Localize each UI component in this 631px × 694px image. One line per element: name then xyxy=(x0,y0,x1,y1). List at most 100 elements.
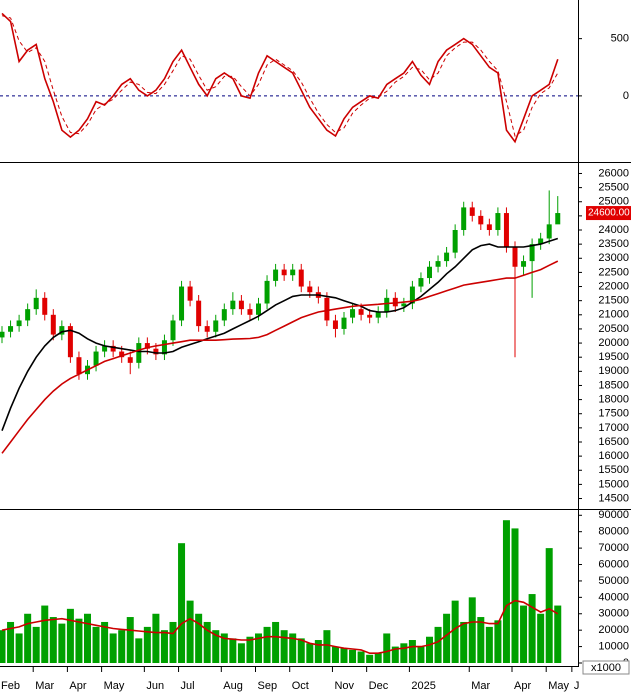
volume-bar xyxy=(49,617,57,663)
candle-body xyxy=(341,317,347,329)
candle-body xyxy=(204,326,210,332)
candle-body xyxy=(435,261,441,267)
candle-body xyxy=(238,300,244,310)
y-tick-label: 23500 xyxy=(598,238,629,250)
volume-bar xyxy=(408,640,416,663)
candle-body xyxy=(136,343,142,363)
volume-bar xyxy=(451,600,459,663)
volume-bar xyxy=(246,636,254,663)
volume-bar xyxy=(314,640,322,663)
volume-bar xyxy=(169,621,177,663)
candle-body xyxy=(110,345,116,352)
unit-label: x1000 xyxy=(591,662,621,674)
candle-body xyxy=(367,314,373,318)
volume-bar xyxy=(7,621,15,663)
candle-body xyxy=(33,297,39,310)
candle-body xyxy=(298,269,304,287)
candle-body xyxy=(392,297,398,307)
volume-bar xyxy=(340,648,348,663)
volume-bar xyxy=(143,626,151,663)
candle-body xyxy=(375,311,381,318)
volume-bar xyxy=(323,630,331,663)
volume-bar xyxy=(152,613,160,663)
candle-body xyxy=(444,252,450,262)
candle-body xyxy=(478,215,484,225)
x-tick-label: Aug xyxy=(223,680,243,692)
candle-body xyxy=(350,309,356,318)
y-tick-label: 20000 xyxy=(598,337,629,349)
candle-body xyxy=(187,286,193,301)
last-price-label: 24600.00 xyxy=(588,208,630,219)
y-tick-label: 50000 xyxy=(598,575,629,587)
volume-bar xyxy=(126,617,134,663)
y-tick-label: 25500 xyxy=(598,182,629,194)
volume-bar xyxy=(84,613,91,663)
candle-body xyxy=(281,269,287,276)
volume-bar xyxy=(460,621,468,663)
y-tick-label: 22000 xyxy=(598,280,629,292)
volume-bar xyxy=(203,621,211,663)
volume-bar xyxy=(349,649,357,663)
y-tick-label: 17000 xyxy=(598,422,629,434)
x-tick-label: Dec xyxy=(369,680,389,692)
volume-bar xyxy=(289,633,297,663)
candle-body xyxy=(76,357,82,375)
y-tick-label: 10000 xyxy=(598,640,629,652)
volume-bar xyxy=(0,630,6,663)
y-tick-label: 500 xyxy=(611,33,629,45)
candle-body xyxy=(127,357,133,363)
volume-bar xyxy=(263,626,271,663)
volume-bar xyxy=(41,605,49,663)
candle-body xyxy=(50,314,56,335)
volume-bar xyxy=(109,633,117,663)
indicator-line xyxy=(1,15,559,137)
candle-body xyxy=(307,286,313,293)
candle-body xyxy=(384,297,390,312)
volume-bar xyxy=(306,643,314,663)
candle-body xyxy=(486,224,492,231)
x-tick-label: Feb xyxy=(1,680,20,692)
volume-bar xyxy=(160,630,168,663)
candle-body xyxy=(213,320,219,332)
candle-body xyxy=(512,246,518,267)
candle-body xyxy=(503,213,509,247)
y-tick-label: 20500 xyxy=(598,323,629,335)
candle-body xyxy=(67,326,73,358)
candle-body xyxy=(264,280,270,304)
volume-bar xyxy=(468,597,476,663)
y-tick-label: 80000 xyxy=(598,526,629,538)
x-tick-label: Apr xyxy=(514,680,531,692)
volume-bar xyxy=(545,548,553,663)
y-tick-label: 20000 xyxy=(598,624,629,636)
candle-body xyxy=(273,269,279,281)
volume-bar xyxy=(118,630,126,663)
volume-bar xyxy=(280,630,288,663)
x-tick-label: Mar xyxy=(471,680,490,692)
volume-bar xyxy=(502,520,510,663)
candle-body xyxy=(290,269,296,276)
y-tick-label: 40000 xyxy=(598,591,629,603)
candle-body xyxy=(8,326,14,332)
x-tick-label: Sep xyxy=(258,680,278,692)
volume-bar xyxy=(186,600,194,663)
volume-bar xyxy=(426,636,433,663)
candle-body xyxy=(452,230,458,253)
candle-body xyxy=(521,261,527,267)
candle-body xyxy=(153,348,159,355)
volume-bar xyxy=(383,633,391,663)
volume-bar xyxy=(272,621,280,663)
volume-bar xyxy=(494,620,502,663)
candle-body xyxy=(0,331,5,338)
volume-bar xyxy=(485,626,493,663)
y-tick-label: 21500 xyxy=(598,295,629,307)
volume-bar xyxy=(400,643,408,663)
volume-bar xyxy=(357,651,365,663)
volume-bar xyxy=(212,630,220,663)
y-tick-label: 24000 xyxy=(598,224,629,236)
volume-bar xyxy=(297,638,305,663)
candle-body xyxy=(102,345,108,352)
y-tick-label: 18000 xyxy=(598,394,629,406)
volume-bar xyxy=(528,594,536,663)
volume-bar xyxy=(417,646,425,663)
candle-body xyxy=(179,286,185,321)
